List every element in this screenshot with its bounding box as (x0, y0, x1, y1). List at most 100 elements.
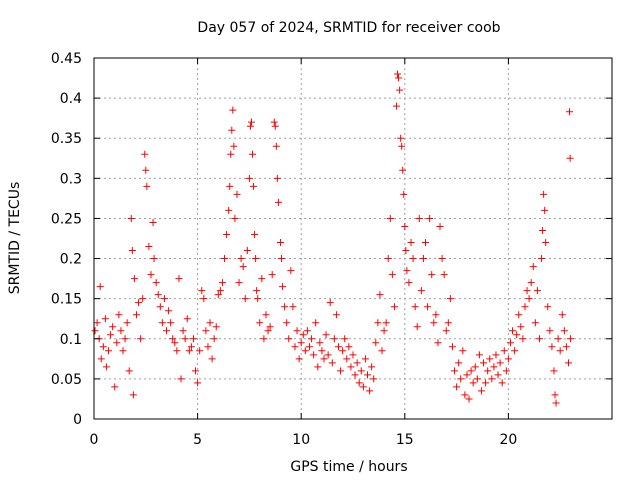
y-tick-label: 0.3 (60, 171, 82, 187)
data-point (96, 283, 104, 291)
data-point (396, 86, 404, 94)
data-point (413, 323, 421, 331)
data-point (517, 323, 525, 331)
data-point (310, 351, 318, 359)
data-point (143, 182, 151, 190)
data-point (328, 359, 336, 367)
data-point (229, 106, 237, 114)
data-point (459, 347, 467, 355)
data-point (527, 279, 535, 287)
data-point (192, 367, 200, 375)
x-tick-label: 20 (499, 432, 517, 448)
y-tick-label: 0.45 (51, 51, 82, 67)
data-point (171, 339, 179, 347)
data-point (515, 311, 523, 319)
data-point (99, 343, 107, 351)
data-point (486, 355, 494, 363)
data-point (457, 375, 465, 383)
data-point (196, 347, 204, 355)
data-point (297, 339, 305, 347)
x-axis: 0 5 10 15 20 (90, 58, 517, 448)
data-point (163, 327, 171, 335)
data-point (374, 319, 382, 327)
data-point (291, 343, 299, 351)
data-point (409, 255, 417, 263)
data-point (538, 255, 546, 263)
data-point (260, 335, 268, 343)
data-point (400, 190, 408, 198)
data-point (289, 303, 297, 311)
data-point (254, 295, 262, 303)
data-point (258, 275, 266, 283)
data-point (567, 335, 575, 343)
data-point (216, 287, 224, 295)
data-point (552, 399, 560, 407)
data-point (208, 355, 216, 363)
data-point (337, 367, 345, 375)
data-point (353, 359, 361, 367)
data-point (566, 108, 574, 116)
data-point (529, 263, 537, 271)
data-point (123, 319, 131, 327)
data-point (397, 134, 405, 142)
data-point (169, 335, 177, 343)
data-point (279, 283, 287, 291)
data-point (461, 391, 469, 399)
data-point (223, 230, 231, 238)
data-point (355, 379, 363, 387)
plot-frame (93, 57, 613, 420)
data-point (394, 70, 402, 78)
data-point (301, 347, 309, 355)
data-point (268, 271, 276, 279)
data-point (402, 247, 410, 255)
data-point (455, 359, 463, 367)
data-point (206, 319, 214, 327)
data-point (243, 247, 251, 255)
data-point (150, 255, 158, 263)
data-point (149, 218, 157, 226)
data-point (227, 150, 235, 158)
data-point (393, 102, 401, 110)
data-point (127, 214, 135, 222)
data-point (305, 343, 313, 351)
data-point (308, 335, 316, 343)
data-point (469, 379, 477, 387)
data-point (546, 327, 554, 335)
data-point (91, 327, 99, 335)
data-point (558, 311, 566, 319)
data-point (498, 379, 506, 387)
data-point (271, 122, 279, 130)
data-point (107, 331, 115, 339)
data-point (154, 291, 162, 299)
chart-title: Day 057 of 2024, SRMTID for receiver coo… (197, 20, 500, 36)
data-point (399, 166, 407, 174)
data-point (281, 303, 289, 311)
data-point (137, 335, 145, 343)
data-point (231, 214, 239, 222)
data-point (364, 371, 372, 379)
data-point (177, 375, 185, 383)
data-point (119, 347, 127, 355)
data-point (256, 319, 264, 327)
data-point (504, 355, 512, 363)
data-point (273, 174, 281, 182)
data-point (320, 355, 328, 363)
data-point (415, 214, 423, 222)
data-point (453, 383, 461, 391)
data-point (368, 363, 376, 371)
data-point (322, 331, 330, 339)
data-point (272, 142, 280, 150)
data-point (560, 327, 568, 335)
data-point (132, 311, 140, 319)
data-point (264, 327, 272, 335)
data-point (241, 295, 249, 303)
data-point (370, 375, 378, 383)
y-tick-label: 0.4 (60, 91, 82, 107)
x-axis-label: GPS time / hours (290, 459, 407, 475)
data-point (117, 327, 125, 335)
data-point (506, 339, 514, 347)
data-point (113, 339, 121, 347)
data-point (332, 311, 340, 319)
data-point (246, 122, 254, 130)
data-point (341, 335, 349, 343)
